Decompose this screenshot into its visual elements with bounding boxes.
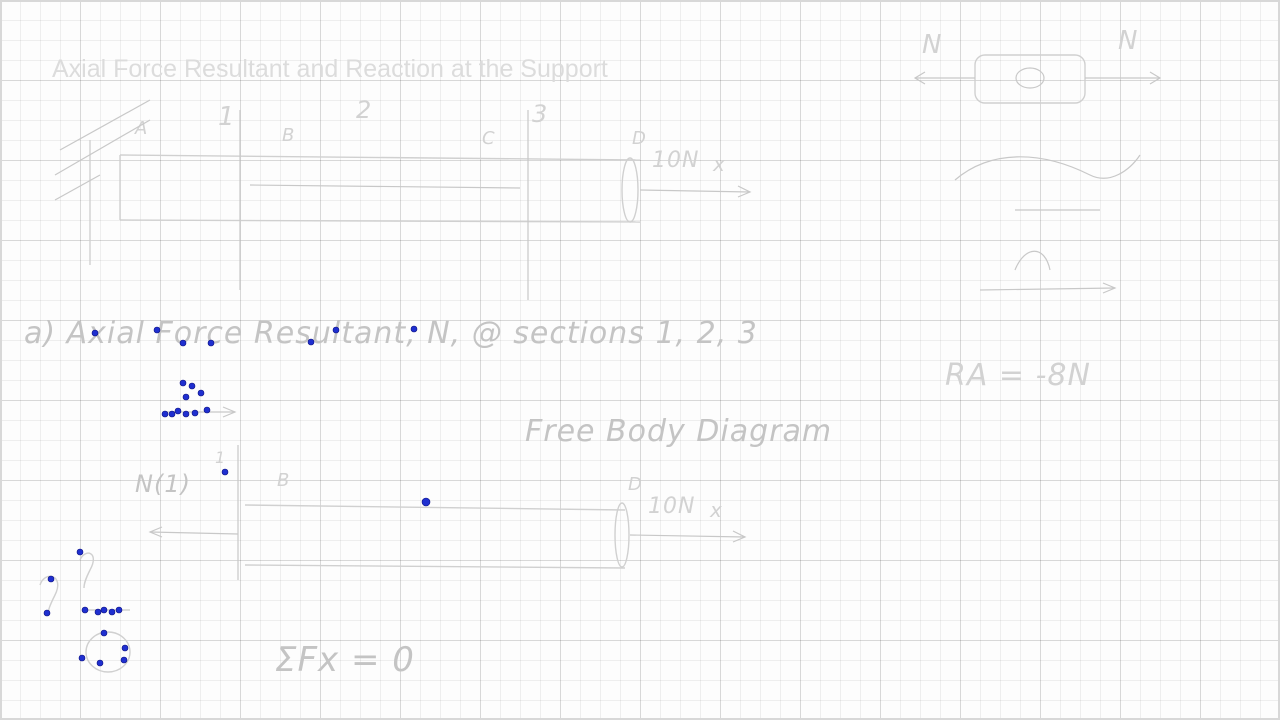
reaction-result: RA = -8N (945, 358, 1091, 393)
lower-load-label: 10N (648, 494, 696, 519)
point-d-label: D (632, 128, 647, 149)
lower-point-b: B (277, 470, 291, 491)
point-c-label: C (482, 128, 496, 149)
lower-n1-label: N(1) (135, 470, 191, 498)
equilibrium-equation: ΣFx = 0 (275, 640, 415, 680)
load-label: 10N (652, 148, 700, 173)
question-sketch (39, 552, 131, 673)
lower-section-1: 1 (215, 448, 227, 467)
section-label-3: 3 (532, 100, 549, 128)
top-bar (119, 110, 752, 300)
section-label-1: 1 (218, 102, 236, 132)
cut-segment-sketch (913, 54, 1162, 294)
free-body-diagram (148, 406, 747, 580)
right-n-right: N (1118, 26, 1139, 56)
section-label-2: 2 (356, 96, 373, 124)
point-b-label: B (282, 125, 296, 146)
lower-load-axis: x (710, 498, 723, 522)
lower-point-d: D (628, 474, 643, 495)
pen-stroke-dots (43, 325, 431, 667)
wall-support (54, 99, 151, 265)
load-axis-label: x (713, 152, 726, 176)
right-n-left: N (922, 30, 943, 60)
fbd-label: Free Body Diagram (525, 414, 833, 449)
step-heading: a) Axial Force Resultant, N, @ sections … (24, 316, 758, 351)
page-title: Axial Force Resultant and Reaction at th… (52, 55, 608, 83)
